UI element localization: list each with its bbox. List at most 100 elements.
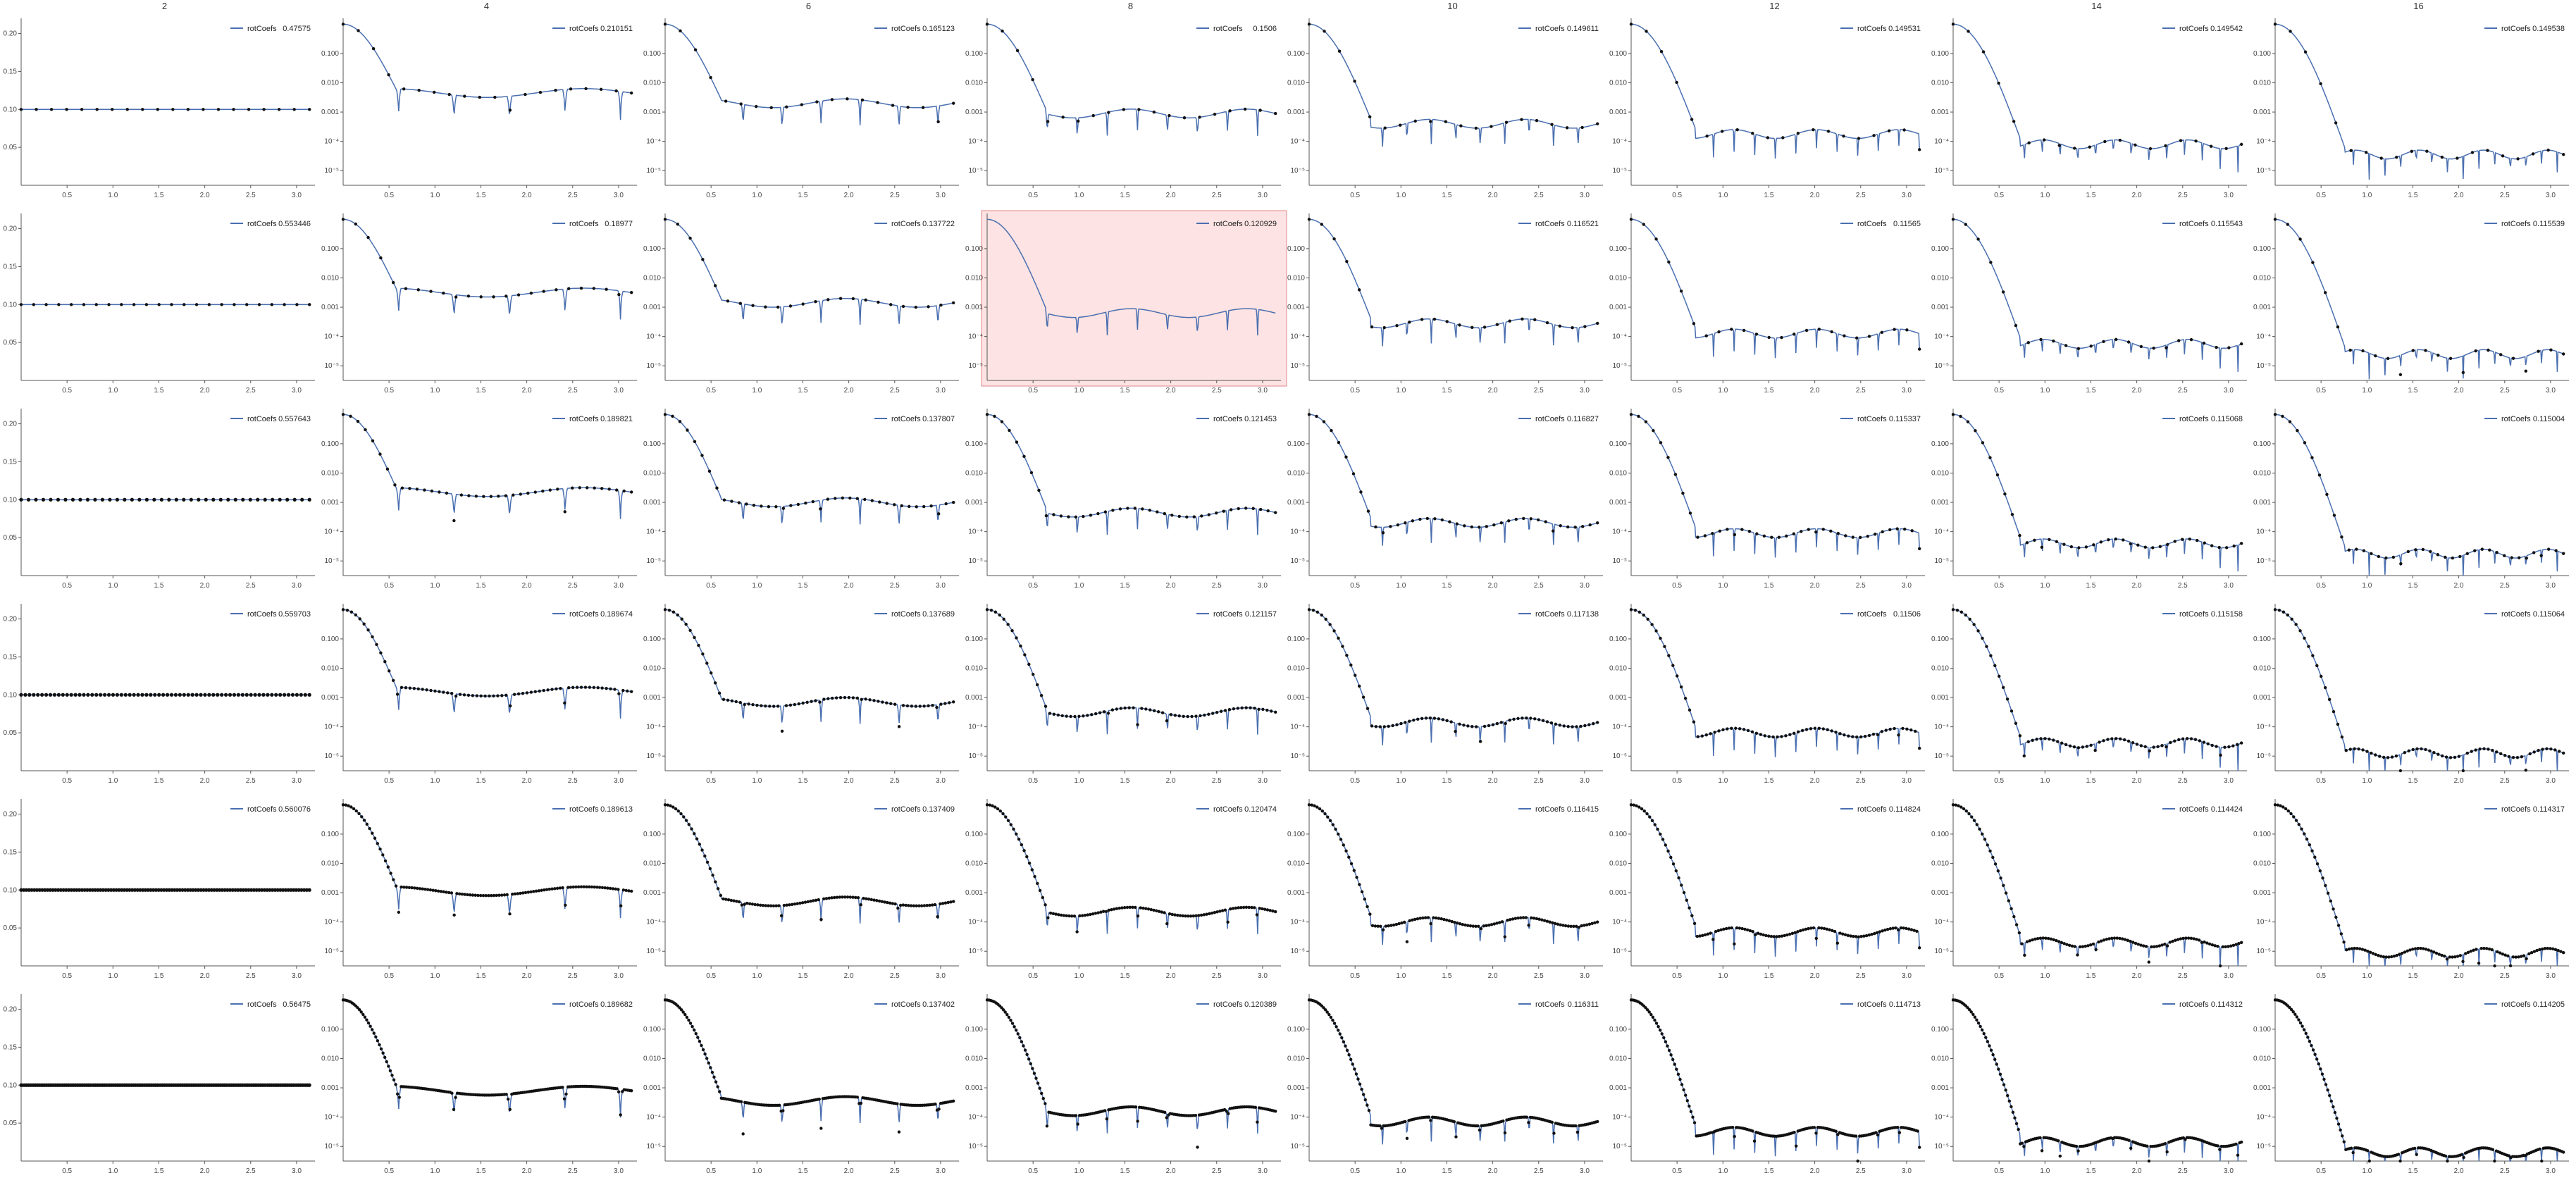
- data-point: [1554, 722, 1558, 726]
- data-point: [1895, 527, 1899, 531]
- data-point: [1168, 912, 1172, 916]
- data-point: [1041, 895, 1045, 900]
- x-tick-label: 2.0: [1810, 1167, 1820, 1175]
- data-point: [2443, 954, 2446, 958]
- data-point: [1177, 714, 1181, 718]
- data-point: [1957, 804, 1960, 807]
- y-tick-label: 0.010: [1931, 860, 1949, 867]
- data-point: [1012, 827, 1015, 831]
- x-tick-label: 2.0: [2132, 582, 2142, 590]
- data-point: [600, 686, 604, 690]
- data-point: [2448, 356, 2453, 360]
- data-point: [2561, 153, 2565, 156]
- data-point: [1065, 914, 1068, 918]
- data-point: [1074, 1114, 1078, 1117]
- data-point: [1118, 507, 1122, 511]
- y-tick-label: 0.001: [965, 1084, 983, 1092]
- data-point: [1801, 928, 1805, 932]
- data-point: [1585, 923, 1589, 926]
- data-point: [998, 809, 1002, 813]
- data-point: [1862, 934, 1866, 938]
- data-point: [1342, 1040, 1346, 1043]
- series-line: [1631, 23, 1920, 159]
- data-point: [2134, 143, 2137, 147]
- data-point: [1730, 726, 1733, 731]
- data-point: [1909, 728, 1913, 732]
- data-point: [2031, 738, 2034, 743]
- data-point: [2115, 936, 2119, 940]
- data-point: [1565, 126, 1569, 130]
- data-point: [260, 888, 264, 892]
- data-point: [1541, 719, 1545, 723]
- data-point: [2105, 938, 2108, 941]
- data-point: [1470, 525, 1474, 529]
- data-point: [1701, 933, 1704, 938]
- y-tick-label: 10⁻⁵: [968, 948, 983, 955]
- legend-value: 0.557643: [278, 415, 311, 423]
- data-point: [1046, 120, 1050, 123]
- data-point: [349, 805, 353, 809]
- data-point: [1509, 918, 1512, 922]
- data-point: [1770, 535, 1773, 539]
- data-point: [1173, 714, 1177, 717]
- data-point: [880, 900, 884, 903]
- data-point: [855, 497, 859, 500]
- legend-label: rotCoefs: [2501, 1000, 2531, 1009]
- data-point: [1199, 913, 1203, 917]
- y-tick-label: 0.001: [1931, 694, 1949, 702]
- data-point: [629, 490, 633, 494]
- data-point: [1077, 714, 1081, 719]
- data-point: [1629, 413, 1633, 416]
- subplot-panel: 0.5 1.0 1.5 2.0 2.5 3.00.1000.0100.00110⁻⁴10⁻…: [643, 18, 959, 199]
- data-point: [1466, 924, 1470, 927]
- data-point: [2302, 1028, 2306, 1031]
- data-point: [99, 888, 103, 892]
- data-point: [755, 104, 758, 108]
- data-point: [822, 697, 826, 701]
- data-point: [505, 893, 509, 897]
- y-tick-label: 0.001: [321, 304, 339, 311]
- data-point: [1595, 122, 1599, 125]
- data-point: [2227, 346, 2231, 349]
- data-point: [2538, 1147, 2541, 1151]
- x-tick-label: 2.5: [1534, 582, 1544, 590]
- data-point: [605, 686, 608, 690]
- x-tick-label: 1.0: [1718, 777, 1728, 785]
- data-point: [407, 886, 411, 889]
- data-point: [307, 888, 311, 892]
- data-point: [473, 893, 477, 897]
- data-point: [207, 303, 211, 306]
- data-point: [1072, 914, 1077, 918]
- data-point: [457, 892, 462, 896]
- data-point: [2073, 147, 2076, 150]
- x-tick-label: 0.5: [62, 777, 72, 785]
- data-point: [292, 888, 296, 892]
- data-point: [767, 904, 770, 907]
- data-point: [1704, 733, 1708, 737]
- data-point: [555, 886, 559, 891]
- data-point: [1439, 917, 1443, 921]
- x-tick-label: 2.5: [568, 1167, 578, 1175]
- data-point: [2334, 121, 2338, 125]
- data-point: [2018, 734, 2022, 738]
- data-point: [2436, 752, 2440, 756]
- data-point: [1067, 914, 1071, 918]
- data-point: [137, 497, 142, 502]
- data-point: [1888, 927, 1893, 931]
- data-point: [1951, 608, 1955, 612]
- data-point: [1859, 935, 1863, 938]
- y-tick-label: 0.20: [4, 30, 18, 38]
- data-point: [2237, 942, 2241, 945]
- legend-value: 0.116311: [1568, 1000, 1599, 1009]
- legend-value: 0.114312: [2211, 1000, 2243, 1009]
- data-point: [475, 694, 478, 697]
- data-point: [2139, 744, 2143, 747]
- y-tick-label: 0.010: [321, 1055, 339, 1062]
- data-point: [1559, 923, 1562, 926]
- y-tick-label: 10⁻⁵: [1612, 948, 1627, 955]
- data-point: [1022, 454, 1026, 459]
- data-point: [1804, 728, 1809, 731]
- data-point: [1160, 910, 1163, 914]
- data-point: [558, 886, 562, 890]
- data-point: [1999, 876, 2002, 880]
